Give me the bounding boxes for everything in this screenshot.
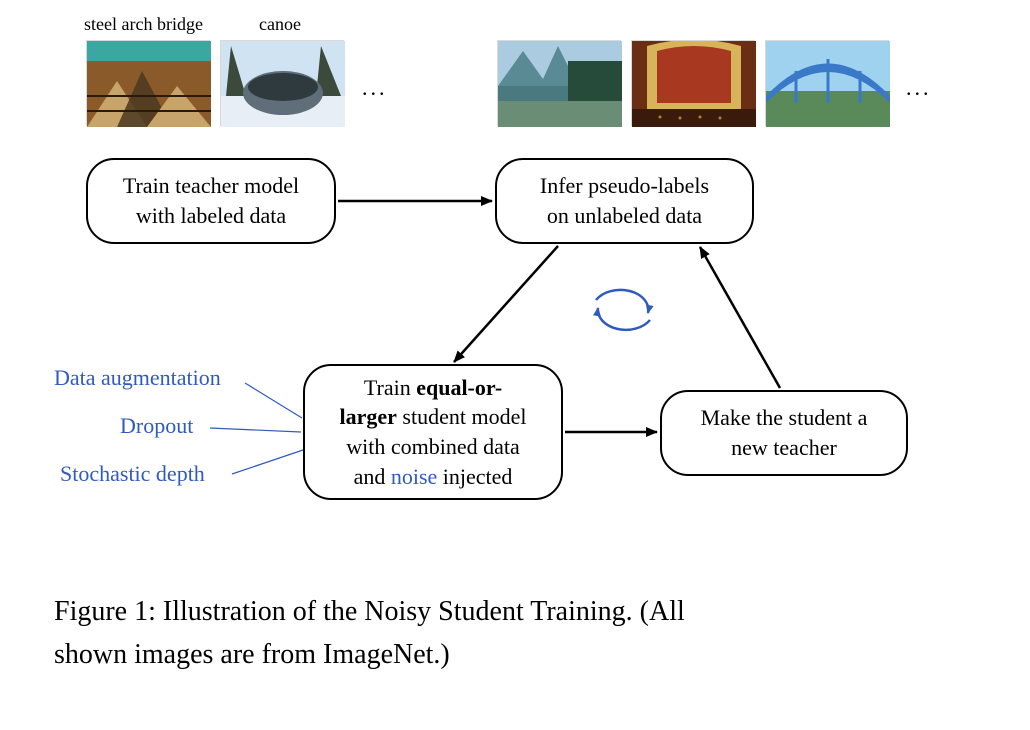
loop-arc-2 <box>598 308 650 330</box>
noise-line-1 <box>245 383 302 418</box>
figure-caption: Figure 1: Illustration of the Noisy Stud… <box>54 590 960 677</box>
caption-line-1: Figure 1: Illustration of the Noisy Stud… <box>54 596 685 627</box>
noise-line-2 <box>210 428 301 432</box>
arrow-overlay <box>0 0 1030 560</box>
noise-line-3 <box>232 450 303 474</box>
caption-line-2: shown images are from ImageNet.) <box>54 639 450 670</box>
arrow-newteacher-to-infer <box>700 247 780 388</box>
arrow-infer-to-student <box>454 246 558 362</box>
loop-arc-1 <box>596 290 648 313</box>
